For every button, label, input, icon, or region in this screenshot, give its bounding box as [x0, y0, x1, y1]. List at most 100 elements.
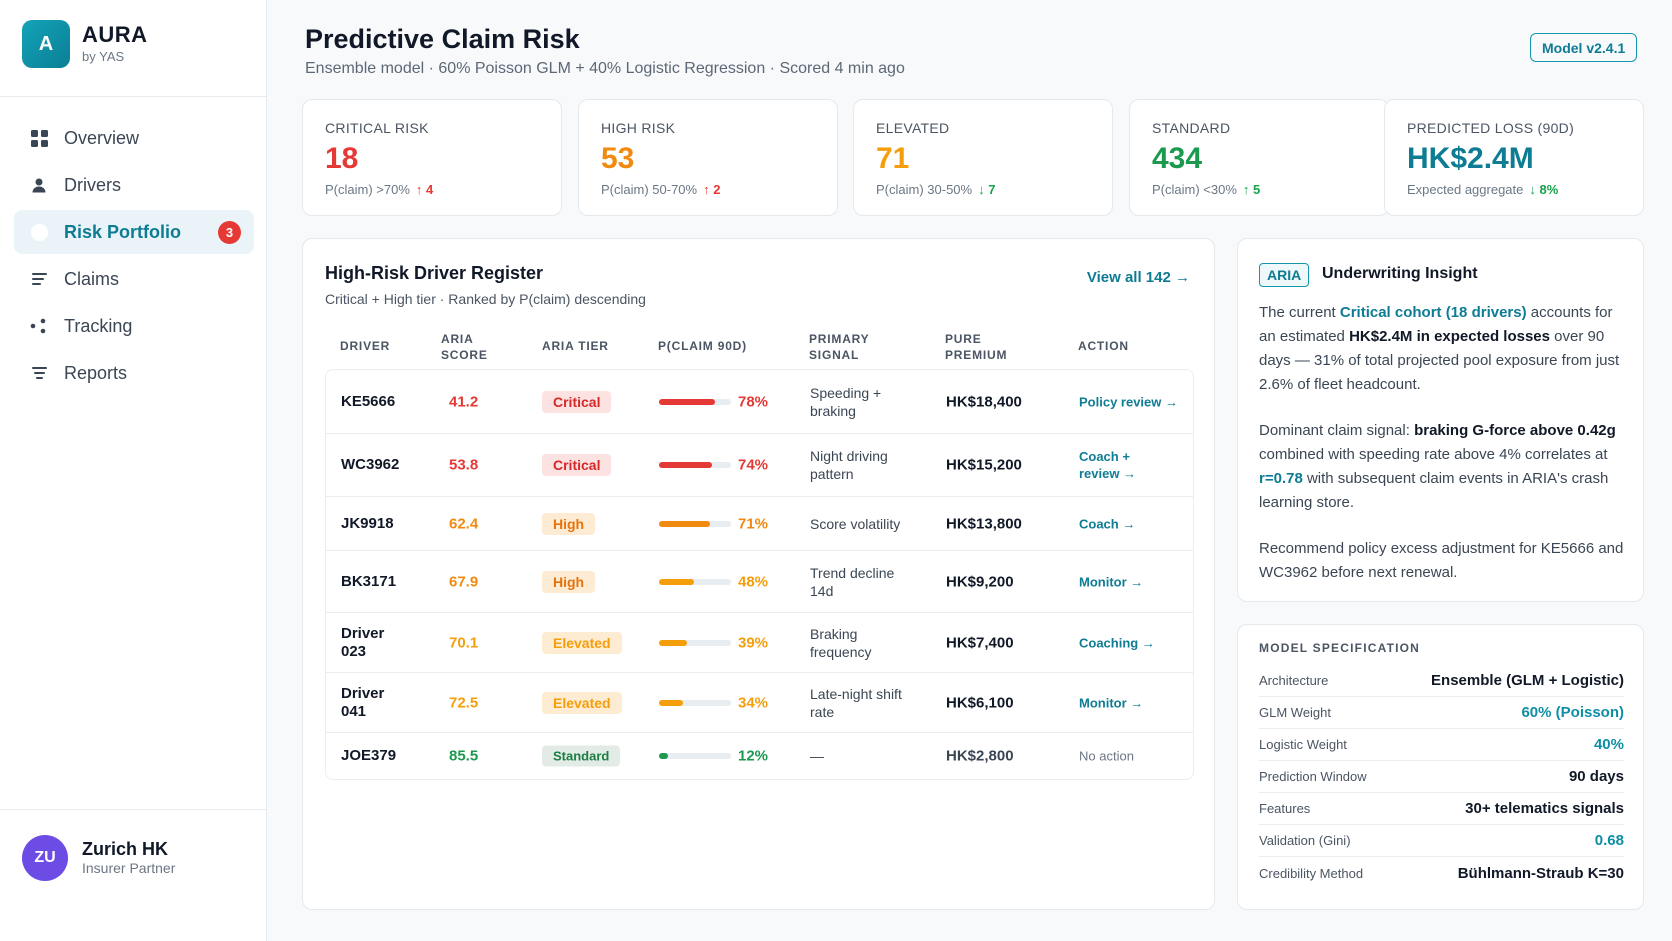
primary-signal: —	[810, 748, 824, 764]
kpi-sub-text: P(claim) 30-50%	[876, 182, 973, 197]
tier-badge: Critical	[542, 454, 612, 476]
sidebar-item-reports[interactable]: Reports	[14, 351, 254, 395]
tier-cell: Elevated	[542, 691, 622, 714]
highlight-link[interactable]: r=0.78	[1259, 470, 1303, 487]
driver-id[interactable]: WC3962	[341, 456, 400, 473]
tier-badge: Elevated	[542, 691, 622, 714]
brand-sub: by YAS	[82, 49, 125, 64]
driver-id[interactable]: BK3171	[341, 572, 397, 590]
kpi-card-critical[interactable]: CRITICAL RISK 18 P(claim) >70% ↑ 4	[302, 99, 562, 216]
probability-bar-fill	[659, 639, 688, 646]
brand-logo: A	[22, 20, 70, 68]
sidebar-item-risk-portfolio[interactable]: i Risk Portfolio 3	[14, 210, 254, 254]
view-all-link[interactable]: View all 142 →	[1086, 269, 1190, 286]
pure-premium: HK$13,800	[946, 515, 1022, 532]
text: over 90 days — 31% of total projected po…	[1259, 328, 1620, 393]
kpi-sub-text: P(claim) 50-70%	[601, 182, 698, 197]
column-header-driver[interactable]: DRIVER	[340, 339, 391, 353]
spec-list: Architecture Ensemble (GLM + Logistic) GL…	[1259, 665, 1624, 889]
spec-title: MODEL SPECIFICATION	[1259, 641, 1421, 655]
sidebar-nav: Overview Drivers i Risk Portfolio 3 Clai…	[14, 116, 254, 398]
table-row[interactable]: Driver 041 72.5 Elevated 34% Late-night …	[326, 673, 1193, 733]
table-row[interactable]: BK3171 67.9 High 48% Trend decline 14d H…	[326, 551, 1193, 613]
table-row[interactable]: JOE379 85.5 Standard 12% — HK$2,800 No a…	[326, 733, 1193, 779]
driver-table: KE5666 41.2 Critical 78% Speeding + brak…	[325, 369, 1194, 780]
primary-signal: Score volatility	[810, 515, 901, 532]
kpi-card-standard[interactable]: STANDARD 434 P(claim) <30% ↑ 5	[1129, 99, 1389, 216]
person-icon	[30, 176, 48, 194]
kpi-sub: P(claim) 30-50% ↓ 7	[876, 182, 1090, 197]
driver-id[interactable]: KE5666	[341, 392, 396, 410]
kpi-value: 53	[601, 142, 635, 175]
probability-value: 78%	[738, 393, 769, 410]
spec-value: Ensemble (GLM + Logistic)	[1431, 672, 1624, 689]
user-profile[interactable]: ZU Zurich HK Insurer Partner	[22, 835, 175, 881]
tier-cell: Standard	[542, 745, 621, 767]
primary-signal: Night driving pattern	[810, 448, 888, 482]
model-specification-card: MODEL SPECIFICATION Architecture Ensemble…	[1237, 624, 1644, 910]
sidebar-item-label: Claims	[64, 268, 120, 289]
column-header-action[interactable]: ACTION	[1078, 339, 1129, 353]
aria-tag: ARIA	[1259, 263, 1310, 287]
tier-badge: Elevated	[542, 631, 622, 654]
insight-body: The current Critical cohort (18 drivers)…	[1259, 301, 1629, 607]
kpi-sub: Expected aggregate ↓ 8%	[1407, 182, 1621, 197]
brand-text: AURA by YAS	[82, 23, 148, 65]
action-link[interactable]: Coach + review →	[1079, 449, 1137, 481]
probability-bar	[659, 639, 731, 646]
kpi-delta: ↑ 2	[703, 182, 721, 197]
brand[interactable]: A AURA by YAS	[22, 20, 148, 68]
table-row[interactable]: KE5666 41.2 Critical 78% Speeding + brak…	[326, 370, 1193, 434]
action-link[interactable]: Monitor →	[1079, 695, 1144, 710]
tier-cell: Elevated	[542, 631, 622, 654]
sidebar-item-drivers[interactable]: Drivers	[14, 163, 254, 207]
driver-id[interactable]: Driver 023	[341, 624, 385, 660]
spec-key: Logistic Weight	[1259, 737, 1347, 752]
kpi-card-predicted-loss[interactable]: PREDICTED LOSS (90D) HK$2.4M Expected ag…	[1384, 99, 1644, 216]
kpi-delta: ↓ 8%	[1529, 182, 1559, 197]
sidebar-item-overview[interactable]: Overview	[14, 116, 254, 160]
action-link[interactable]: Coaching →	[1079, 635, 1155, 650]
spec-row: Features 30+ telematics signals	[1259, 793, 1624, 825]
kpi-card-high[interactable]: HIGH RISK 53 P(claim) 50-70% ↑ 2	[578, 99, 838, 216]
insight-paragraph: Dominant claim signal: braking G-force a…	[1259, 419, 1629, 515]
driver-register-card: High-Risk Driver Register Critical + Hig…	[302, 238, 1215, 910]
action-link[interactable]: Monitor →	[1079, 574, 1144, 589]
sidebar-item-claims[interactable]: Claims	[14, 257, 254, 301]
probability-bar-fill	[659, 462, 713, 468]
model-version-badge[interactable]: Model v2.4.1	[1530, 33, 1638, 62]
kpi-card-elevated[interactable]: ELEVATED 71 P(claim) 30-50% ↓ 7	[853, 99, 1113, 216]
table-row[interactable]: WC3962 53.8 Critical 74% Night driving p…	[326, 434, 1193, 497]
kpi-label: STANDARD	[1152, 120, 1231, 136]
action-link[interactable]: Policy review →	[1079, 394, 1178, 409]
primary-signal: Braking frequency	[810, 625, 872, 660]
kpi-label: CRITICAL RISK	[325, 120, 429, 136]
spec-key: Validation (Gini)	[1259, 833, 1351, 848]
sidebar-divider	[0, 809, 267, 810]
highlight-link[interactable]: Critical cohort (18 drivers)	[1339, 304, 1527, 321]
pure-premium: HK$18,400	[946, 393, 1022, 410]
text: accounts for an estimated	[1259, 304, 1613, 345]
driver-id[interactable]: JOE379	[341, 747, 397, 764]
spec-row: Credibility Method Bühlmann-Straub K=30	[1259, 857, 1624, 889]
column-header-pure-premium[interactable]: PURE PREMIUM	[945, 332, 1008, 362]
pure-premium: HK$2,800	[946, 747, 1014, 765]
driver-id[interactable]: Driver 041	[341, 684, 385, 720]
table-row[interactable]: Driver 023 70.1 Elevated 39% Braking fre…	[326, 613, 1193, 673]
action-link[interactable]: Coach →	[1079, 516, 1136, 531]
tier-badge: Standard	[542, 745, 621, 767]
column-header-aria-score[interactable]: ARIA SCORE	[441, 332, 488, 362]
column-header-pclaim[interactable]: P(CLAIM 90D)	[658, 339, 747, 353]
driver-id[interactable]: JK9918	[341, 514, 394, 532]
sidebar-item-tracking[interactable]: Tracking	[14, 304, 254, 348]
tier-cell: Critical	[542, 390, 612, 413]
column-header-aria-tier[interactable]: ARIA TIER	[542, 339, 609, 353]
list-icon	[30, 270, 48, 288]
tier-cell: High	[542, 512, 596, 535]
sidebar-divider	[0, 96, 267, 97]
spec-row: Logistic Weight 40%	[1259, 729, 1624, 761]
sidebar: A AURA by YAS Overview Drivers i Risk Po…	[0, 0, 267, 941]
column-header-primary-signal[interactable]: PRIMARY SIGNAL	[809, 332, 870, 362]
table-row[interactable]: JK9918 62.4 High 71% Score volatility HK…	[326, 497, 1193, 551]
probability-bar	[659, 753, 731, 759]
